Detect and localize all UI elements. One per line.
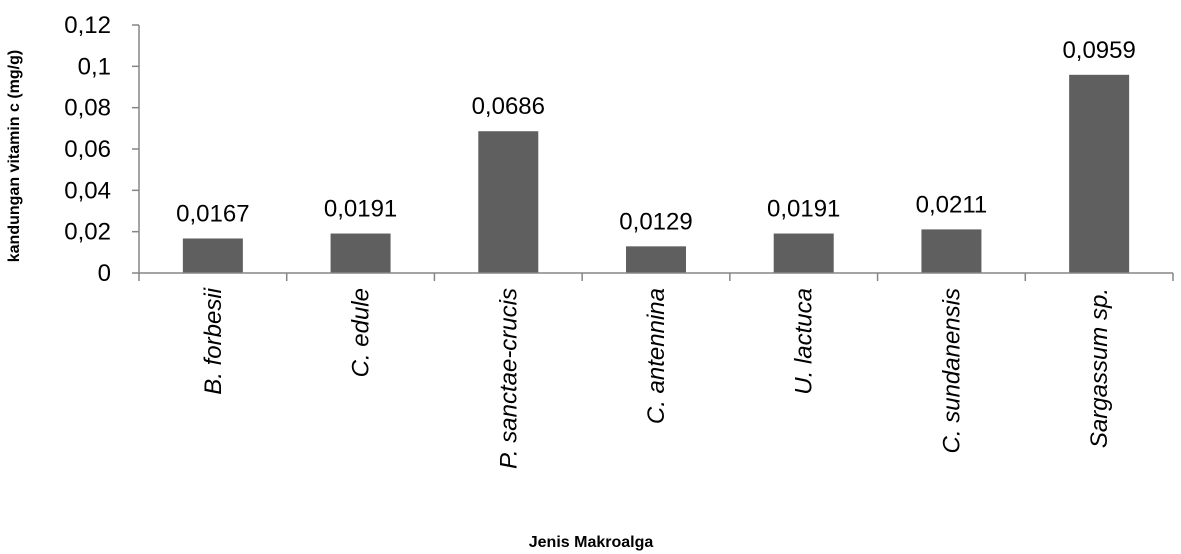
category-label: P. sanctae-crucis: [495, 288, 522, 469]
category-label: Sargassum sp.: [1086, 288, 1113, 448]
y-axis-title: kandungan vitamin c (mg/g): [6, 50, 23, 262]
x-axis-ticks: [138, 273, 1174, 281]
y-axis-ticks: 0 0,02 0,04 0,06 0,08 0,1 0,12: [64, 12, 139, 287]
category-label: U. lactuca: [791, 288, 818, 395]
data-labels: 0,0167 0,0191 0,0686 0,0129 0,0191 0,0211 0,09…: [176, 37, 1136, 236]
bar: [1069, 74, 1130, 273]
y-tick-label: 0,12: [64, 12, 111, 39]
bar: [773, 233, 834, 273]
bar: [182, 238, 243, 273]
x-axis-title: Jenis Makroalga: [529, 534, 654, 551]
category-label: C. edule: [348, 288, 375, 377]
data-label: 0,0211: [916, 191, 988, 218]
data-label: 0,0686: [472, 93, 545, 120]
category-labels: B. forbesii C. edule P. sanctae-crucis C. a…: [200, 287, 1113, 469]
bar: [330, 233, 391, 273]
category-label: C. sundanensis: [938, 288, 965, 453]
data-label: 0,0129: [619, 208, 692, 235]
y-tick-label: 0,08: [64, 95, 111, 122]
category-label: C. antennina: [643, 288, 670, 424]
y-tick-label: 0,04: [64, 177, 111, 204]
y-tick-label: 0,02: [64, 219, 111, 246]
bars: [182, 74, 1130, 273]
data-label: 0,0959: [1062, 37, 1135, 64]
data-label: 0,0191: [767, 196, 840, 223]
bar: [478, 131, 539, 273]
y-tick-label: 0: [98, 260, 111, 287]
bar: [626, 246, 686, 273]
y-tick-label: 0,1: [78, 53, 111, 80]
category-label: B. forbesii: [200, 287, 227, 394]
y-tick-label: 0,06: [64, 136, 111, 163]
bar: [921, 229, 982, 273]
data-label: 0,0167: [176, 200, 249, 227]
data-label: 0,0191: [324, 196, 397, 223]
